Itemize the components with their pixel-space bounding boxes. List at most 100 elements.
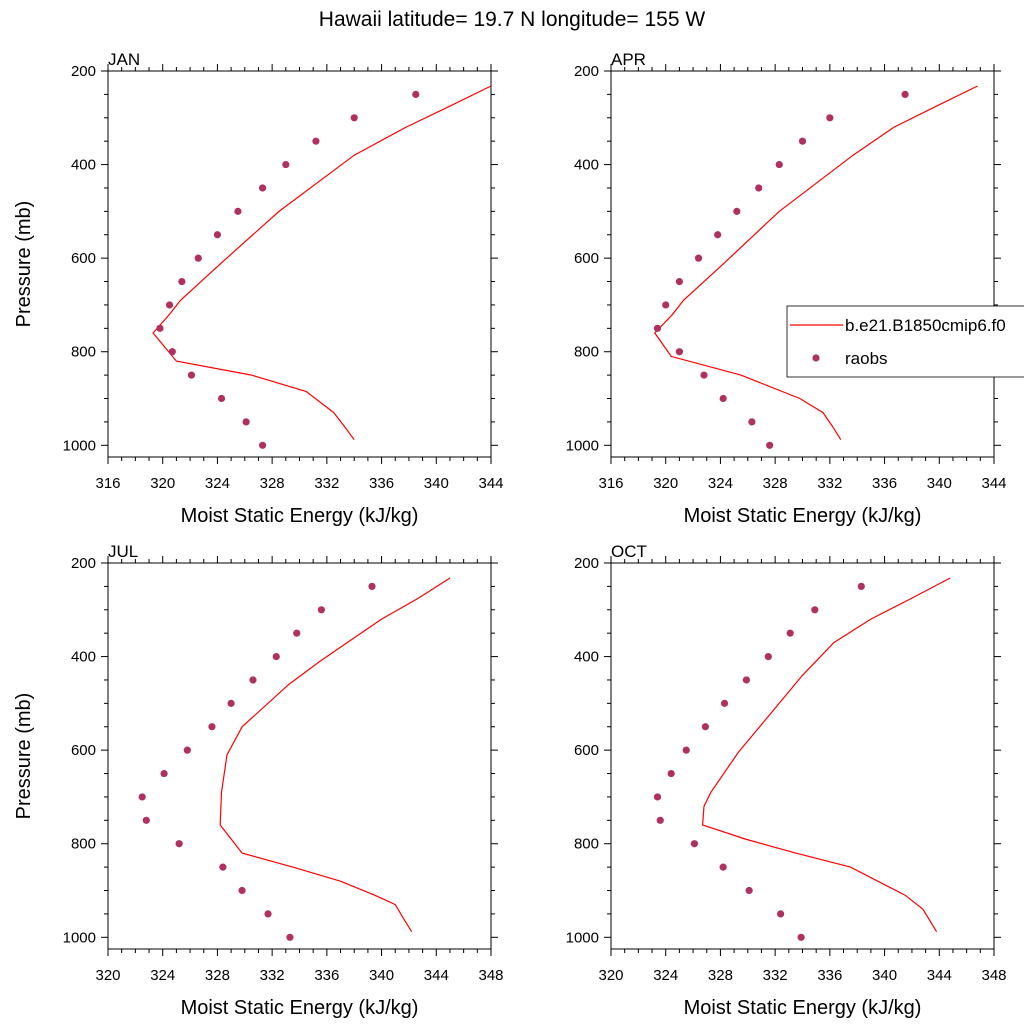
raobs-point [412, 90, 420, 98]
raobs-markers [653, 582, 865, 941]
panel-oct: OCT 320 324 328 332 336 340 344 348 200 400 600 800 1… [566, 542, 1007, 1019]
raobs-point [775, 160, 783, 169]
raobs-point [719, 394, 727, 403]
raobs-point [667, 769, 675, 778]
raobs-point [187, 371, 196, 379]
raobs-point [662, 301, 670, 309]
x-tick-label: 340 [424, 475, 449, 492]
raobs-point [745, 886, 753, 895]
raobs-point [272, 652, 280, 661]
x-tick-label: 332 [314, 475, 339, 492]
plot-frame [107, 70, 492, 458]
panel-jan: JAN 316 320 324 328 332 336 340 344 200 400 600 800 1… [13, 50, 504, 527]
raobs-point [786, 629, 794, 637]
model-line [219, 577, 451, 933]
raobs-point [720, 699, 729, 707]
x-tick-label: 344 [478, 475, 503, 492]
raobs-point [282, 160, 290, 169]
raobs-point [719, 863, 727, 871]
y-tick-label: 400 [71, 157, 96, 174]
raobs-markers [156, 90, 420, 449]
raobs-point [797, 933, 805, 941]
x-tick-label: 332 [763, 967, 788, 984]
raobs-point [901, 90, 909, 98]
y-tick-label: 800 [71, 836, 96, 853]
legend-entry-model: b.e21.B1850cmip6.f0 [845, 316, 1006, 335]
raobs-point [700, 371, 708, 379]
x-tick-label: 336 [817, 967, 842, 984]
y-tick-label: 600 [574, 250, 599, 267]
raobs-point [317, 606, 325, 614]
raobs-point [142, 816, 150, 824]
x-tick-label: 324 [653, 967, 678, 984]
raobs-point [217, 394, 226, 403]
raobs-markers [138, 582, 376, 941]
raobs-point [183, 746, 191, 754]
raobs-point [312, 137, 320, 145]
panel-label: OCT [611, 542, 647, 561]
x-tick-label: 348 [981, 967, 1006, 984]
raobs-point [675, 348, 683, 356]
raobs-point [178, 277, 186, 286]
x-tick-label: 328 [205, 967, 230, 984]
raobs-point [264, 910, 272, 918]
x-tick-label: 336 [369, 475, 394, 492]
raobs-point [764, 652, 772, 661]
raobs-point [653, 324, 662, 332]
y-tick-label: 400 [574, 157, 599, 174]
figure-title: Hawaii latitude= 19.7 N longitude= 155 W [319, 8, 706, 31]
raobs-point [156, 324, 164, 332]
y-tick-label: 200 [574, 63, 599, 80]
raobs-point [194, 254, 202, 262]
legend-entry-raobs: raobs [845, 349, 888, 368]
x-tick-label: 320 [150, 475, 175, 492]
y-axis-title: Pressure (mb) [13, 201, 35, 328]
raobs-point [694, 254, 703, 262]
raobs-point [748, 418, 756, 426]
x-tick-label: 336 [314, 967, 339, 984]
y-tick-label: 600 [574, 742, 599, 759]
panel-apr: APR 316 320 324 328 332 336 340 344 200 400 600 800 1… [566, 50, 1024, 527]
raobs-point [138, 793, 146, 801]
x-axis-title: Moist Static Energy (kJ/kg) [181, 505, 419, 527]
raobs-point [733, 207, 741, 215]
panel-label: JAN [108, 50, 140, 69]
x-tick-label: 340 [927, 475, 952, 492]
panel-jul: JUL 320 324 328 332 336 340 344 348 200 400 600 800 1… [13, 542, 504, 1019]
x-tick-label: 336 [872, 475, 897, 492]
panels-group: JAN 316 320 324 328 332 336 340 344 200 400 600 800 1… [13, 50, 1024, 1019]
x-tick-label: 344 [927, 967, 952, 984]
raobs-point [227, 699, 235, 707]
raobs-point [682, 746, 690, 754]
x-tick-label: 348 [478, 967, 503, 984]
y-tick-label: 800 [71, 344, 96, 361]
x-tick-label: 328 [763, 475, 788, 492]
raobs-point [798, 137, 807, 145]
raobs-point [742, 676, 751, 684]
y-tick-label: 200 [71, 555, 96, 572]
y-tick-label: 200 [71, 63, 96, 80]
x-tick-label: 324 [205, 475, 230, 492]
raobs-point [755, 184, 763, 192]
y-tick-label: 400 [71, 649, 96, 666]
y-axis-title: Pressure (mb) [13, 693, 35, 820]
legend-marker-swatch [812, 354, 820, 362]
raobs-point [777, 910, 785, 918]
legend-box [786, 305, 1024, 378]
raobs-point [258, 184, 267, 192]
model-line [701, 577, 951, 933]
panel-label: JUL [108, 542, 138, 561]
y-tick-label: 800 [574, 344, 599, 361]
raobs-markers [653, 90, 909, 449]
raobs-point [368, 582, 376, 590]
x-axis-title: Moist Static Energy (kJ/kg) [181, 997, 419, 1019]
raobs-point [653, 793, 662, 801]
x-tick-label: 328 [260, 475, 285, 492]
plot-frame [107, 562, 492, 950]
x-tick-label: 320 [95, 967, 120, 984]
plot-frame [610, 70, 995, 458]
raobs-point [701, 723, 709, 731]
y-tick-label: 200 [574, 555, 599, 572]
y-tick-label: 1000 [63, 437, 96, 454]
